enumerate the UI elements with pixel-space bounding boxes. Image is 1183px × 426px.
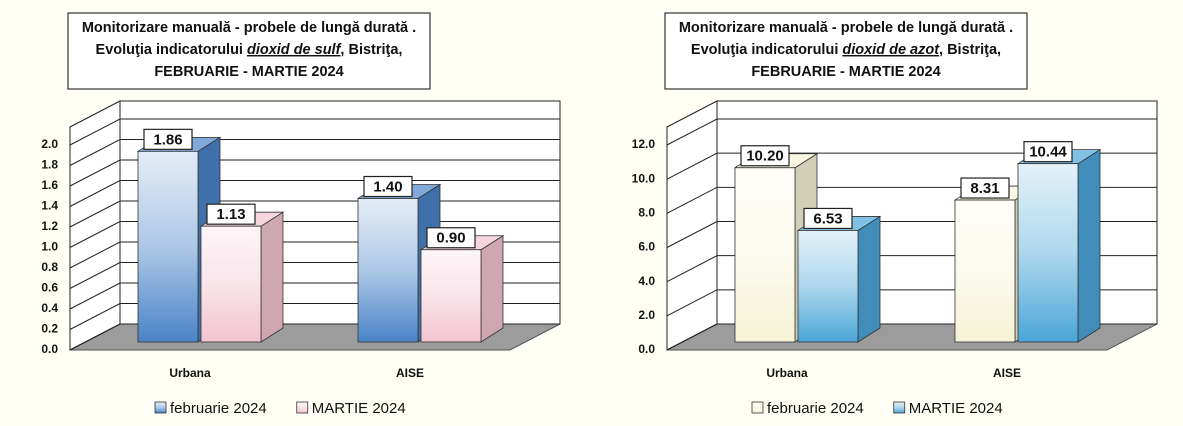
legend-swatch [296, 401, 309, 414]
y-tick-label: 0.0 [638, 342, 655, 356]
legend-label: februarie 2024 [767, 400, 864, 417]
chart-title: , Bistriţa, [340, 42, 402, 58]
legend-swatch [751, 401, 764, 414]
bar [1016, 148, 1102, 343]
value-label: 10.20 [746, 148, 784, 165]
y-tick-label: 0.2 [41, 322, 58, 336]
chart-title-pollutant: dioxid de azot [842, 42, 940, 58]
chart-title: Evoluţia indicatorului dioxid de sulf, Bi… [96, 42, 403, 58]
bar-front [357, 198, 419, 343]
legend-label: MARTIE 2024 [312, 400, 406, 417]
value-label: 1.40 [373, 178, 402, 195]
chart-title: Evoluţia indicatorului dioxid de azot, Bi… [691, 42, 1001, 58]
y-tick-label: 1.2 [41, 219, 58, 233]
bar-side [1077, 148, 1101, 343]
chart-title-pollutant: dioxid de sulf [247, 42, 343, 58]
grid-line [666, 118, 1157, 146]
y-tick-label: 6.0 [638, 240, 655, 254]
value-label: 10.44 [1029, 144, 1067, 161]
x-tick-label: Urbana [169, 366, 211, 380]
x-tick-label: Urbana [766, 366, 808, 380]
value-label: 1.86 [153, 131, 182, 148]
chart-title: FEBRUARIE - MARTIE 2024 [154, 64, 343, 80]
x-tick-label: AISE [993, 366, 1021, 380]
bar [199, 211, 285, 343]
legend-label: februarie 2024 [170, 400, 267, 417]
bar [419, 235, 505, 343]
legend-swatch [893, 401, 906, 414]
bar-side [857, 215, 881, 343]
value-label-box [960, 177, 1010, 199]
bar [796, 215, 882, 343]
value-label: 1.13 [216, 206, 245, 223]
y-tick-label: 2.0 [41, 137, 58, 151]
y-tick-label: 4.0 [638, 274, 655, 288]
chart-title: , Bistriţa, [939, 42, 1001, 58]
chart-title: Monitorizare manuală - probele de lungă … [679, 20, 1013, 36]
y-tick-label: 1.8 [41, 158, 58, 172]
y-tick-label: 8.0 [638, 206, 655, 220]
bar-front [797, 230, 859, 343]
value-label-box [206, 203, 256, 225]
grid-line [69, 118, 560, 146]
title-box [67, 12, 431, 90]
y-tick-label: 0.0 [41, 342, 58, 356]
bar-front [1017, 163, 1079, 343]
value-label-box [426, 227, 476, 249]
y-tick-label: 1.0 [41, 240, 58, 254]
value-label: 6.53 [813, 210, 842, 227]
bar-front [420, 249, 482, 343]
legend-label: MARTIE 2024 [909, 400, 1003, 417]
y-tick-label: 2.0 [638, 308, 655, 322]
bar-front [137, 150, 199, 343]
chart-title: Evoluţia indicatorului [96, 42, 243, 58]
y-tick-label: 0.4 [41, 301, 58, 315]
value-label-box [803, 207, 853, 230]
grid-line [69, 139, 560, 166]
value-label-box [740, 145, 790, 167]
chart-title: Evoluţia indicatorului [691, 42, 838, 58]
legend-swatch [154, 401, 167, 414]
chart-title: FEBRUARIE - MARTIE 2024 [751, 64, 940, 80]
bar-side [260, 211, 284, 343]
y-tick-label: 12.0 [632, 137, 656, 151]
chart-title: Monitorizare manuală - probele de lungă … [82, 20, 416, 36]
value-label-box [363, 175, 413, 198]
bar-front [954, 199, 1016, 343]
grid-line [666, 152, 1157, 180]
y-tick-label: 10.0 [632, 171, 656, 185]
title-box [664, 12, 1028, 90]
grid-line [69, 180, 560, 207]
value-label-box [143, 128, 193, 150]
x-tick-label: AISE [396, 366, 424, 380]
bar-front [200, 225, 262, 343]
y-tick-label: 1.6 [41, 178, 58, 192]
y-tick-label: 1.4 [41, 199, 58, 213]
value-label: 0.90 [436, 230, 465, 247]
value-label: 8.31 [970, 180, 999, 197]
y-tick-label: 0.8 [41, 260, 58, 274]
y-tick-label: 0.6 [41, 281, 58, 295]
value-label-box [1023, 141, 1073, 163]
grid-line [69, 159, 560, 187]
bar-side [480, 235, 504, 343]
bar-front [734, 167, 796, 343]
